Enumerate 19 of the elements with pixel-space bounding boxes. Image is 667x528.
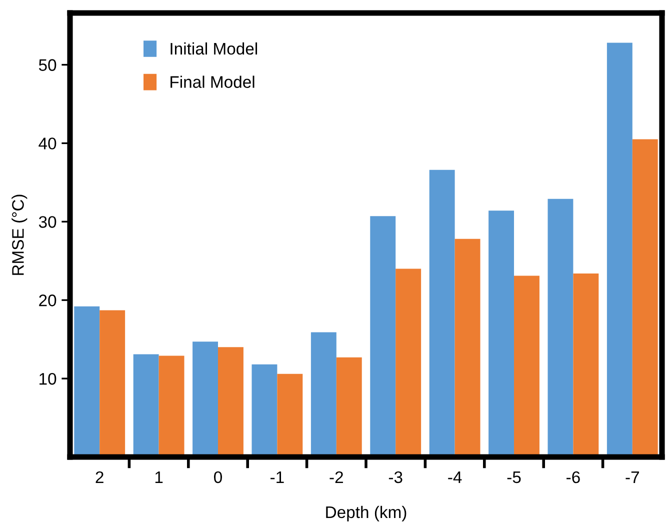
y-tick-label: 50 — [38, 59, 56, 71]
x-tick-label: 1 — [155, 472, 163, 483]
x-tick-label: 0 — [214, 471, 222, 484]
x-tick-label: -5 — [507, 472, 521, 484]
x-axis-title: Depth (km) — [326, 506, 406, 522]
y-axis-title: RMSE (°C) — [12, 194, 28, 275]
x-tick-label: -3 — [388, 471, 402, 484]
x-tick-label: -2 — [330, 471, 343, 483]
x-tick-label: -4 — [448, 472, 462, 483]
x-tick-label: -6 — [566, 471, 580, 484]
y-tick-label: 40 — [38, 138, 56, 150]
x-tick-label: -1 — [270, 472, 284, 483]
x-tick-label: 2 — [96, 471, 104, 483]
y-tick-label: 10 — [40, 372, 56, 385]
x-tick-label: -7 — [626, 472, 639, 483]
y-tick-label: 20 — [39, 294, 56, 306]
legend-label: Initial Model — [170, 42, 258, 55]
legend-label: Final Model — [170, 76, 254, 88]
y-tick-label: 30 — [38, 216, 56, 228]
